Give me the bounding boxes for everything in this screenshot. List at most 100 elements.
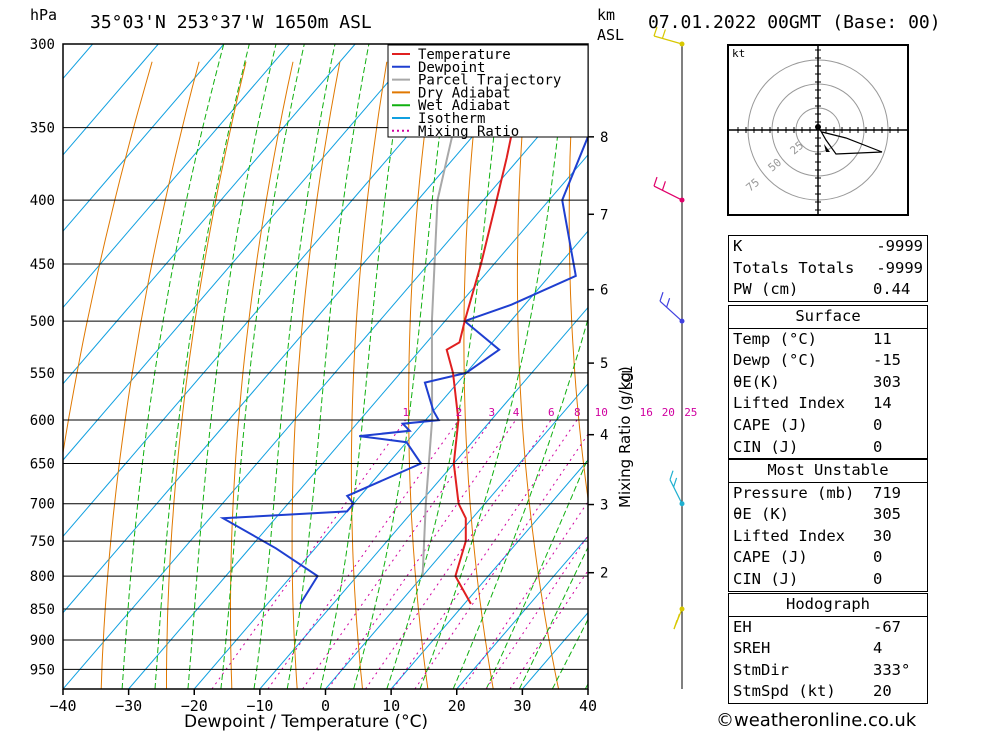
dry-adiabat-line (408, 61, 435, 689)
wind-barb-flag (659, 291, 664, 302)
wet-adiabat-line (485, 456, 588, 689)
pressure-tick-label: 850 (30, 602, 55, 618)
parcel-trajectory-line (421, 44, 475, 577)
temperature-tick-label: 40 (579, 697, 597, 715)
hodograph-row: SREH 4 (733, 639, 883, 658)
wet-adiabat-line (518, 546, 588, 689)
surface-row: Lifted Index 14 (733, 394, 892, 413)
wet-adiabat-line (386, 44, 506, 689)
hodograph-row: StmSpd (kt) 20 (733, 682, 892, 701)
pressure-tick-label: 550 (30, 366, 55, 382)
wind-barb-flag (669, 470, 674, 480)
pressure-tick-label: 950 (30, 662, 55, 678)
wet-adiabat-line (353, 44, 453, 689)
mixing-ratio-line (211, 419, 406, 689)
height-tick-label: 7 (600, 207, 608, 223)
temperature-tick-label: −30 (115, 697, 142, 715)
wind-profile (653, 26, 685, 689)
index-row: Totals Totals -9999 (733, 258, 923, 277)
wet-adiabat-line (551, 618, 588, 689)
wet-adiabat-line (319, 44, 408, 689)
legend-label: Dry Adiabat (418, 85, 511, 101)
storm-motion-arrow (824, 144, 830, 152)
surface-row: θE(K) 303 (733, 372, 901, 391)
temperature-tick-label: 30 (513, 697, 531, 715)
pressure-tick-label: 750 (30, 534, 55, 550)
mixing-ratio-label: 20 (662, 406, 675, 419)
copyright-footer[interactable]: ©weatheronline.co.uk (716, 710, 917, 731)
legend-label: Isotherm (418, 111, 485, 127)
pressure-tick-label: 400 (30, 193, 55, 209)
wet-adiabat-line (452, 317, 588, 689)
wet-adiabat-line (253, 44, 336, 689)
height-tick-label: 3 (600, 498, 608, 514)
mixing-ratio-line (365, 419, 552, 689)
mixing-ratio-label: 16 (640, 406, 653, 419)
pressure-tick-label: 450 (30, 257, 55, 273)
dewpoint-line (219, 134, 588, 605)
dry-adiabat-line (63, 61, 153, 456)
isotherm-line (128, 154, 588, 689)
isotherm-line (193, 230, 588, 689)
legend-label: Temperature (418, 47, 511, 63)
isotherm-line (63, 44, 553, 614)
wind-barb-flag (653, 176, 658, 187)
dry-adiabat-line (568, 61, 588, 503)
most-unstable-row: Pressure (mb) 719 (733, 483, 901, 502)
wind-barb-flag (666, 297, 671, 308)
isotherm-line (63, 44, 159, 156)
mixing-ratio-label: 6 (548, 406, 555, 419)
surface-row: CAPE (J) 0 (733, 415, 883, 434)
isotherm-line (390, 459, 588, 689)
surface-row: Temp (°C) 11 (733, 329, 892, 348)
index-row: PW (cm) 0.44 (733, 280, 911, 299)
legend-label: Mixing Ratio (418, 124, 519, 140)
temperature-tick-label: 0 (321, 697, 330, 715)
legend-label: Parcel Trajectory (418, 73, 561, 89)
temperature-tick-label: −40 (49, 697, 76, 715)
wind-level-marker (679, 501, 685, 507)
location-title: 35°03'N 253°37'W 1650m ASL (90, 12, 372, 33)
hodograph-origin-dot (815, 124, 821, 130)
wet-adiabat-line (154, 44, 250, 689)
mixing-ratio-label: 25 (684, 406, 697, 419)
most-unstable-row: Lifted Index 30 (733, 526, 892, 545)
temperature-tick-label: 10 (382, 697, 400, 715)
wet-adiabat-line (187, 44, 277, 689)
dry-adiabat-line (166, 61, 247, 689)
lcl-label: LCL (621, 366, 636, 390)
wet-adiabat-line (121, 44, 225, 689)
pressure-tick-label: 300 (30, 37, 55, 53)
surface-row: Dewp (°C) -15 (733, 351, 901, 370)
most-unstable-row: CIN (J) 0 (733, 569, 883, 588)
index-row: K -9999 (733, 237, 923, 255)
mixing-ratio-line (302, 419, 492, 689)
mixing-ratio-label: 1 (403, 406, 410, 419)
hodograph-row: StmDir 333° (733, 660, 911, 679)
wind-barb (659, 300, 683, 322)
temperature-tick-label: −10 (246, 697, 273, 715)
wet-adiabat-line (220, 44, 305, 689)
mixing-ratio-label: 2 (456, 406, 463, 419)
x-axis-label: Dewpoint / Temperature (°C) (184, 712, 428, 732)
most-unstable-table: Most Unstable Pressure (mb) 719 θE (K) 305… (728, 459, 928, 592)
hodograph-unit: kt (732, 47, 745, 60)
dry-adiabat-line (516, 61, 560, 689)
mixing-ratio-label: 4 (513, 406, 520, 419)
wind-barb-flag (661, 181, 666, 191)
legend-label: Dewpoint (418, 60, 485, 76)
legend-label: Wet Adiabat (418, 98, 511, 114)
wind-barb-flag (661, 29, 666, 39)
pressure-tick-label: 800 (30, 569, 55, 585)
dry-adiabat-line (230, 61, 294, 689)
pressure-tick-label: 700 (30, 497, 55, 513)
pressure-tick-label: 500 (30, 314, 55, 330)
height-tick-label: 5 (600, 356, 608, 372)
wind-level-marker (679, 606, 685, 612)
wind-barb-flag (675, 613, 680, 624)
isotherm-line (259, 306, 588, 689)
asl-label: ASL (597, 26, 624, 44)
datetime-title: 07.01.2022 00GMT (Base: 00) (648, 12, 941, 33)
